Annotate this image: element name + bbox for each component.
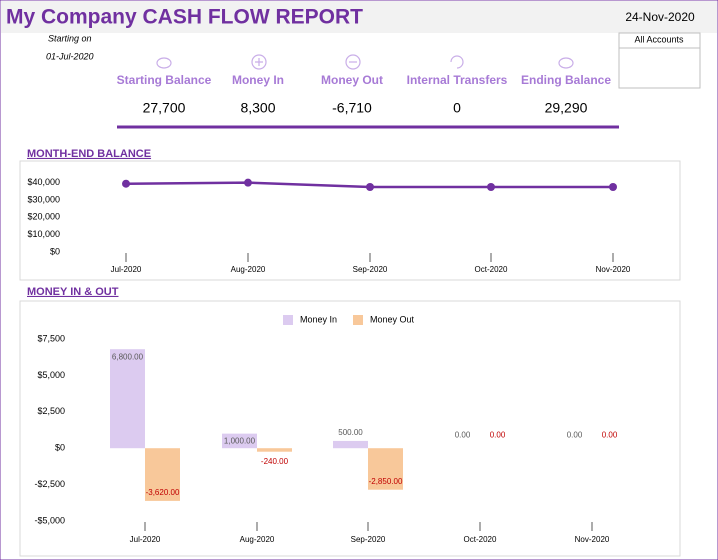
kpi-label: Ending Balance bbox=[521, 73, 611, 87]
data-label: 6,800.00 bbox=[112, 352, 144, 361]
legend-swatch bbox=[353, 315, 363, 325]
y-tick-label: $20,000 bbox=[27, 212, 60, 222]
y-tick-label: -$5,000 bbox=[34, 515, 65, 525]
report-title: My Company CASH FLOW REPORT bbox=[6, 6, 363, 29]
bar bbox=[257, 448, 292, 452]
x-tick-label: Nov-2020 bbox=[596, 265, 631, 274]
chart-box bbox=[19, 160, 681, 281]
x-tick-label: Sep-2020 bbox=[353, 265, 388, 274]
data-label: -3,620.00 bbox=[146, 488, 180, 497]
kpi-icons bbox=[156, 54, 574, 70]
account-box[interactable] bbox=[618, 32, 701, 89]
y-tick-label: $0 bbox=[55, 443, 65, 453]
y-tick-label: $10,000 bbox=[27, 229, 60, 239]
data-label: -240.00 bbox=[261, 457, 289, 466]
y-tick-label: $40,000 bbox=[27, 177, 60, 187]
y-tick-label: -$2,500 bbox=[34, 479, 65, 489]
header-bar bbox=[1, 1, 717, 33]
section-title: MONEY IN & OUT bbox=[27, 286, 119, 298]
kpi-value: 0 bbox=[453, 100, 461, 116]
x-tick-label: Nov-2020 bbox=[575, 535, 610, 544]
x-tick-label: Jul-2020 bbox=[111, 265, 142, 274]
x-tick-label: Sep-2020 bbox=[351, 535, 386, 544]
icon-coins-end bbox=[558, 57, 574, 69]
kpi-label: Starting Balance bbox=[117, 73, 212, 87]
bar bbox=[110, 349, 145, 449]
data-label: 0.00 bbox=[602, 430, 618, 439]
bar bbox=[333, 440, 368, 449]
x-tick-label: Oct-2020 bbox=[464, 535, 497, 544]
y-tick-label: $0 bbox=[50, 246, 60, 256]
kpi-label: Money Out bbox=[321, 73, 383, 87]
data-label: -2,850.00 bbox=[369, 477, 403, 486]
balance-point bbox=[122, 179, 130, 188]
data-label: 1,000.00 bbox=[224, 437, 256, 446]
balance-point bbox=[366, 183, 374, 191]
kpi-label: Money In bbox=[232, 73, 284, 87]
data-label: 0.00 bbox=[455, 430, 471, 439]
icon-coins bbox=[156, 57, 172, 69]
section-title: MONTH-END BALANCE bbox=[27, 148, 151, 160]
starting-label: Starting on bbox=[48, 33, 92, 43]
y-tick-label: $5,000 bbox=[37, 370, 65, 380]
y-tick-label: $2,500 bbox=[37, 406, 65, 416]
icon-plus-sign bbox=[255, 58, 263, 66]
bar bbox=[145, 448, 180, 501]
legend-swatch bbox=[283, 315, 293, 325]
y-tick-label: $30,000 bbox=[27, 194, 60, 204]
icon-plus bbox=[251, 54, 267, 70]
balance-point bbox=[244, 178, 252, 187]
balance-point bbox=[609, 183, 617, 191]
kpi-value: 27,700 bbox=[143, 100, 186, 116]
icon-transfer bbox=[450, 55, 464, 69]
kpi-value: -6,710 bbox=[332, 100, 372, 116]
x-tick-label: Aug-2020 bbox=[231, 265, 266, 274]
y-tick-label: $7,500 bbox=[37, 333, 65, 343]
data-label: 0.00 bbox=[490, 430, 506, 439]
kpi-value: 29,290 bbox=[545, 100, 588, 116]
bar bbox=[222, 433, 257, 449]
data-label: 0.00 bbox=[567, 430, 583, 439]
kpi-label: Internal Transfers bbox=[407, 73, 508, 87]
x-tick-label: Aug-2020 bbox=[240, 535, 275, 544]
data-label: 500.00 bbox=[338, 428, 363, 437]
starting-date: 01-Jul-2020 bbox=[46, 51, 94, 61]
x-tick-label: Jul-2020 bbox=[130, 535, 161, 544]
kpi-value: 8,300 bbox=[240, 100, 275, 116]
legend-label: Money In bbox=[300, 314, 337, 324]
balance-point bbox=[487, 183, 495, 191]
account-label: All Accounts bbox=[634, 34, 684, 44]
bar bbox=[368, 448, 403, 490]
x-tick-label: Oct-2020 bbox=[475, 265, 508, 274]
legend-label: Money Out bbox=[370, 314, 415, 324]
icon-minus bbox=[345, 54, 361, 70]
report-date: 24-Nov-2020 bbox=[625, 10, 695, 24]
